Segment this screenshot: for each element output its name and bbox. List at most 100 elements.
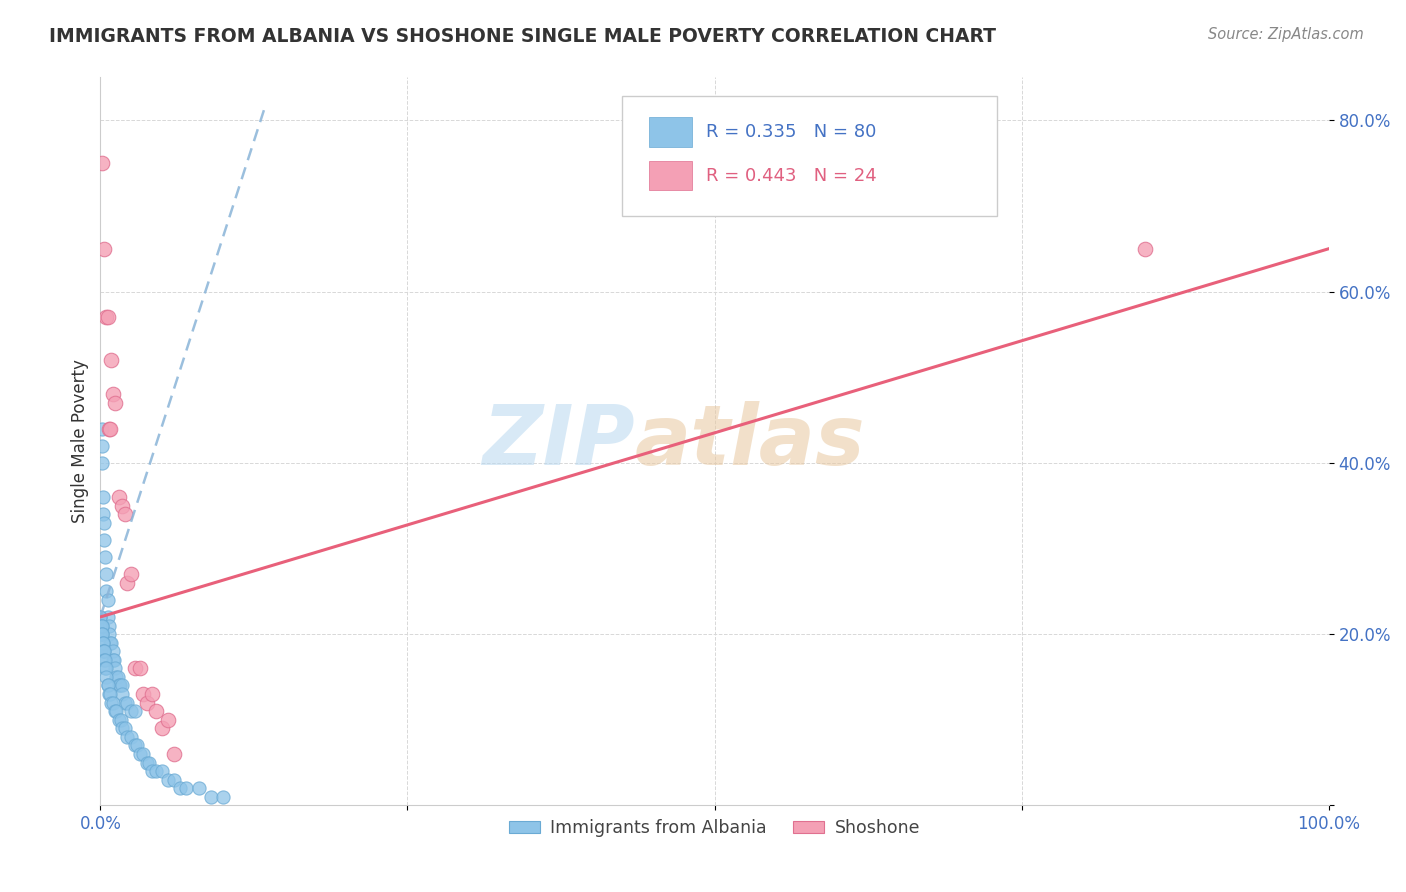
Point [107,670,129,684]
Point [97,678,120,692]
Point [103,653,125,667]
Point [98,687,121,701]
Point [120,730,142,744]
Point [105,670,128,684]
Point [111,499,134,513]
Point [111,687,134,701]
Point [105,704,128,718]
Point [90,618,112,632]
Point [93,242,115,256]
Point [163,747,186,761]
Point [97,421,120,435]
Point [97,687,120,701]
Point [90,156,112,170]
Point [156,772,179,787]
Point [89,618,111,632]
Point [141,764,163,778]
Point [107,713,129,727]
Point [94,549,117,564]
Point [96,584,118,599]
Point [97,310,120,325]
Point [176,781,198,796]
Point [97,610,120,624]
Point [1133,242,1156,256]
Point [101,387,124,401]
Point [127,739,149,753]
Point [90,439,112,453]
Point [169,781,191,796]
Point [91,644,114,658]
Point [163,772,186,787]
Text: R = 0.443   N = 24: R = 0.443 N = 24 [706,167,877,185]
Point [108,678,131,692]
Point [111,678,134,692]
Point [124,661,146,675]
Point [117,696,139,710]
Point [187,781,209,796]
Point [212,789,235,804]
Point [138,756,160,770]
Point [93,644,115,658]
Point [107,678,129,692]
Y-axis label: Single Male Poverty: Single Male Poverty [72,359,89,524]
Point [117,575,139,590]
Point [128,661,150,675]
Point [104,704,127,718]
Point [91,507,114,521]
Text: Source: ZipAtlas.com: Source: ZipAtlas.com [1208,27,1364,42]
Point [97,618,120,632]
Point [90,627,112,641]
Point [104,661,127,675]
Point [101,644,124,658]
Point [101,653,124,667]
Point [98,421,121,435]
Point [97,627,120,641]
Point [136,696,159,710]
Point [114,696,136,710]
Point [91,635,114,649]
Point [114,721,136,735]
Point [96,567,118,582]
Point [200,789,222,804]
Point [120,704,142,718]
Text: IMMIGRANTS FROM ALBANIA VS SHOSHONE SINGLE MALE POVERTY CORRELATION CHART: IMMIGRANTS FROM ALBANIA VS SHOSHONE SING… [49,27,997,45]
FancyBboxPatch shape [623,95,997,216]
Point [96,670,118,684]
Point [104,396,127,410]
Point [98,635,121,649]
Point [89,627,111,641]
Text: atlas: atlas [634,401,865,482]
Point [91,635,114,649]
Point [89,618,111,632]
Point [89,610,111,624]
Point [90,618,112,632]
Point [132,687,155,701]
Point [124,704,146,718]
Point [150,764,173,778]
Point [93,516,115,530]
Point [97,592,120,607]
Point [132,747,155,761]
Point [93,533,115,547]
Point [89,627,111,641]
Point [90,456,112,470]
Point [141,687,163,701]
Bar [650,118,692,146]
Point [110,713,132,727]
Point [96,661,118,675]
Point [90,421,112,435]
Point [120,567,142,582]
Point [96,310,118,325]
Point [100,696,122,710]
Point [101,696,124,710]
Point [111,721,134,735]
Point [100,353,122,368]
Point [90,627,112,641]
Point [145,704,167,718]
Point [124,739,146,753]
Point [94,653,117,667]
Point [89,610,111,624]
Point [107,490,129,504]
Point [145,764,167,778]
Point [117,730,139,744]
